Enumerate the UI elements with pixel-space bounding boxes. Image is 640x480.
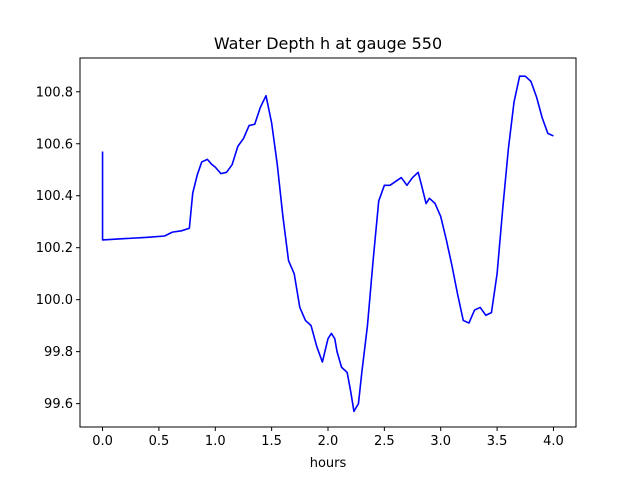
y-tick-label: 99.8 xyxy=(44,345,73,360)
y-tick-label: 100.8 xyxy=(36,85,73,100)
x-tick-label: 4.0 xyxy=(543,434,564,449)
y-tick-label: 100.4 xyxy=(36,189,73,204)
y-tick-label: 100.0 xyxy=(36,293,73,308)
chart-title: Water Depth h at gauge 550 xyxy=(214,34,442,53)
y-tick-label: 99.6 xyxy=(44,397,73,412)
axes-frame xyxy=(79,57,577,428)
y-tick-label: 100.6 xyxy=(36,137,73,152)
plot-area xyxy=(101,75,554,413)
y-axis-ticks: 99.6 99.8 100.0 100.2 100.4 100.6 100.8 xyxy=(36,85,80,412)
x-tick-label: 0.5 xyxy=(149,434,170,449)
x-tick-label: 3.0 xyxy=(430,434,451,449)
x-tick-label: 3.5 xyxy=(487,434,508,449)
series-line-0 xyxy=(101,75,554,413)
x-axis-ticks: 0.0 0.5 1.0 1.5 2.0 2.5 3.0 3.5 4.0 xyxy=(92,427,564,449)
x-tick-label: 1.0 xyxy=(205,434,226,449)
x-tick-label: 0.0 xyxy=(92,434,113,449)
x-tick-label: 2.0 xyxy=(318,434,339,449)
x-tick-label: 1.5 xyxy=(261,434,282,449)
x-axis-label: hours xyxy=(310,456,347,471)
x-tick-label: 2.5 xyxy=(374,434,395,449)
y-tick-label: 100.2 xyxy=(36,241,73,256)
